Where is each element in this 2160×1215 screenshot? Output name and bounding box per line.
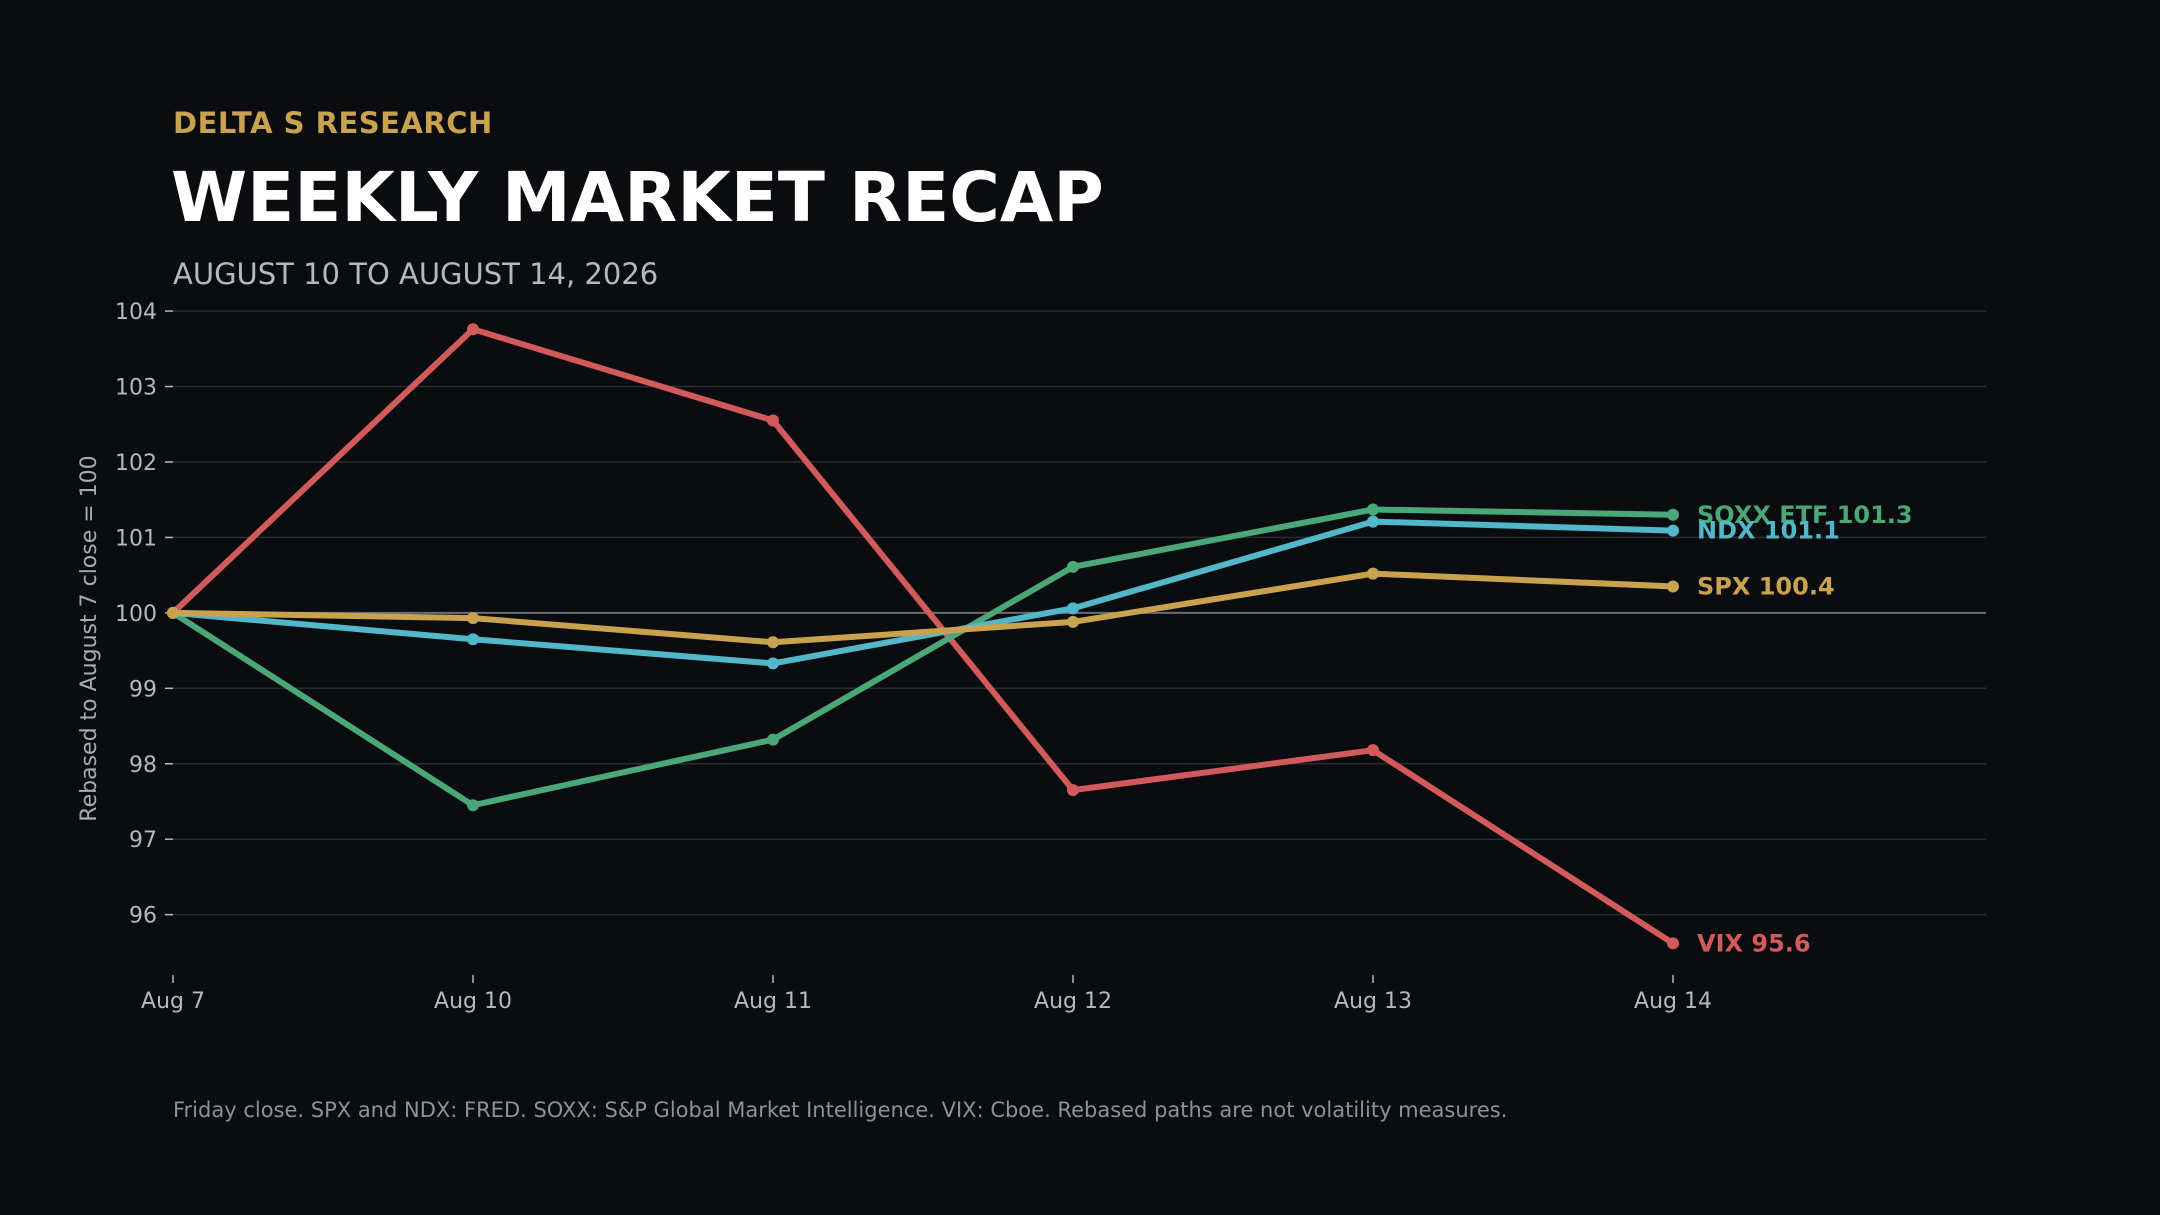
source-footnote: Friday close. SPX and NDX: FRED. SOXX: S…	[173, 1098, 1508, 1122]
y-tick-label: 103	[115, 376, 157, 401]
y-tick-label: 99	[129, 677, 157, 702]
x-tick-label: Aug 10	[434, 989, 512, 1014]
series-layer	[167, 323, 1679, 950]
y-tick-label: 98	[129, 753, 157, 778]
y-tick-label: 101	[115, 526, 157, 551]
y-axis-title: Rebased to August 7 close = 100	[77, 455, 102, 821]
data-point-soxx-etf	[1367, 503, 1379, 516]
x-tick-label: Aug 7	[141, 989, 205, 1014]
y-tick-label: 97	[129, 828, 157, 853]
y-tick-label: 102	[115, 451, 157, 476]
data-point-ndx	[467, 633, 479, 646]
series-line-spx	[170, 570, 1676, 646]
end-label-soxx-etf: SOXX ETF 101.3	[1697, 501, 1913, 529]
series-line-soxx-etf	[170, 506, 1676, 809]
data-point-soxx-etf	[1667, 508, 1679, 521]
axis-layer: 96 97 98 99 100 101 102 103 104 Aug 7 Aug 10 Aug 11…	[77, 300, 1712, 1014]
data-point-ndx	[1667, 524, 1679, 537]
x-tick-label: Aug 12	[1034, 989, 1112, 1014]
x-tick-label: Aug 11	[734, 989, 812, 1014]
x-tick-label: Aug 14	[1634, 989, 1712, 1014]
data-point-vix	[467, 323, 479, 336]
grid-layer	[173, 310, 1986, 916]
y-tick-label: 96	[129, 904, 157, 929]
data-point-spx	[467, 612, 479, 625]
series-line-ndx	[170, 518, 1676, 667]
y-tick-label: 100	[115, 602, 157, 627]
y-tick-label: 104	[115, 300, 157, 325]
end-label-ndx: NDX 101.1	[1697, 517, 1840, 545]
data-point-spx	[1667, 580, 1679, 593]
end-label-vix: VIX 95.6	[1697, 929, 1811, 957]
brand-label: DELTA S RESEARCH	[173, 106, 493, 140]
page-title: WEEKLY MARKET RECAP	[171, 158, 1104, 238]
date-range-subtitle: AUGUST 10 TO AUGUST 14, 2026	[173, 257, 659, 291]
data-point-vix	[767, 414, 779, 427]
data-point-vix	[1667, 937, 1679, 950]
x-tick-label: Aug 13	[1334, 989, 1412, 1014]
data-point-ndx	[1367, 515, 1379, 528]
end-label-spx: SPX 100.4	[1697, 572, 1835, 600]
data-point-ndx	[1067, 602, 1079, 615]
data-point-spx	[1067, 615, 1079, 628]
data-point-soxx-etf	[767, 733, 779, 746]
series-line-vix	[170, 326, 1676, 947]
data-point-vix	[1367, 744, 1379, 757]
data-point-soxx-etf	[1067, 560, 1079, 573]
data-point-spx	[767, 636, 779, 649]
data-point-spx	[1367, 567, 1379, 580]
data-point-vix	[1067, 784, 1079, 797]
data-point-soxx-etf	[467, 799, 479, 812]
data-point-spx	[167, 606, 179, 619]
data-point-ndx	[767, 657, 779, 670]
